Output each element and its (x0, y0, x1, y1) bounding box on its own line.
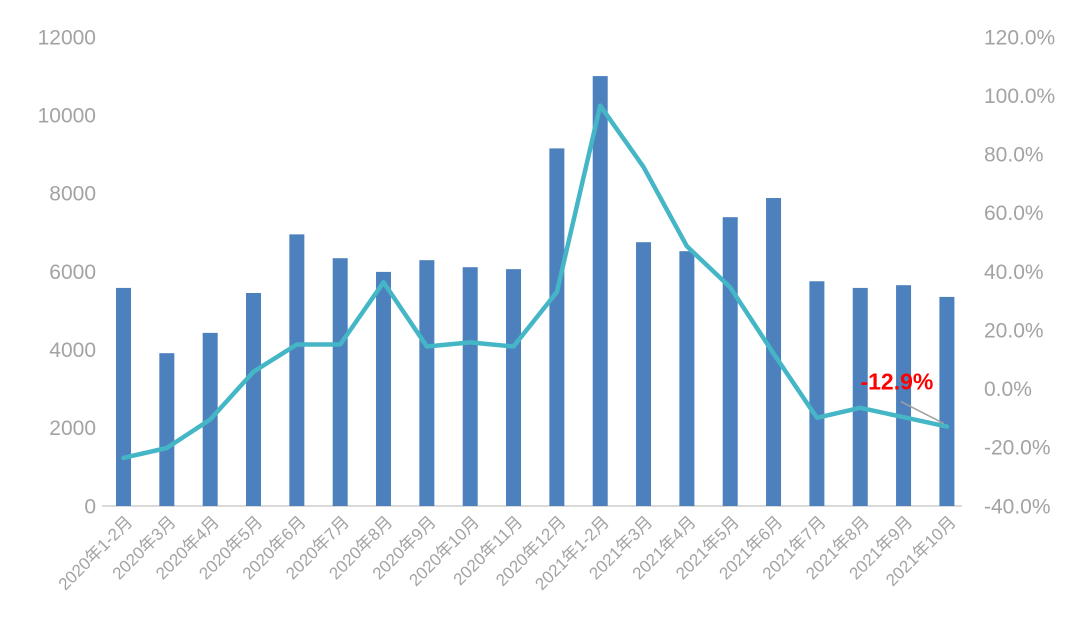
right-axis-tick-label: -40.0% (984, 495, 1051, 518)
bar-2020年1-2月 (116, 287, 131, 506)
left-axis-tick-label: 6000 (49, 261, 96, 284)
annotation-label: -12.9% (860, 369, 933, 395)
bar-2021年3月 (636, 242, 652, 506)
bar-2021年5月 (722, 217, 738, 506)
bar-2020年8月 (376, 271, 392, 506)
right-axis-tick-label: 40.0% (984, 261, 1044, 284)
left-axis-tick-label: 8000 (49, 183, 96, 206)
right-axis-tick-label: 80.0% (984, 144, 1044, 167)
bar-2021年8月 (852, 287, 868, 506)
right-axis-tick-label: 100.0% (984, 85, 1055, 108)
bar-2020年6月 (289, 234, 305, 506)
bar-2021年1-2月 (592, 76, 608, 506)
bar-2020年7月 (332, 258, 348, 506)
bar-2020年10月 (462, 267, 478, 506)
annotation-leader-line (900, 400, 945, 425)
right-axis-tick-label: -20.0% (984, 437, 1051, 460)
left-axis-tick-label: 12000 (38, 26, 96, 49)
bar-2020年11月 (506, 269, 522, 506)
left-axis-tick-label: 0 (84, 495, 96, 518)
bar-2021年9月 (896, 285, 912, 506)
bar-2020年5月 (246, 292, 262, 506)
right-axis-tick-label: 120.0% (984, 26, 1055, 49)
bar-2021年10月 (939, 296, 955, 506)
bar-2021年7月 (809, 281, 825, 506)
yoy-growth-line (121, 103, 950, 461)
left-axis-tick-label: 4000 (49, 339, 96, 362)
left-axis-tick-label: 10000 (38, 105, 96, 128)
left-axis-tick-label: 2000 (49, 417, 96, 440)
right-axis-tick-label: 0.0% (984, 378, 1032, 401)
right-axis-tick-label: 20.0% (984, 319, 1044, 342)
right-axis-tick-label: 60.0% (984, 202, 1044, 225)
bar-2020年9月 (419, 260, 435, 506)
bar-2021年4月 (679, 251, 695, 506)
bar-2020年12月 (549, 148, 565, 506)
bar-2020年3月 (159, 353, 175, 506)
